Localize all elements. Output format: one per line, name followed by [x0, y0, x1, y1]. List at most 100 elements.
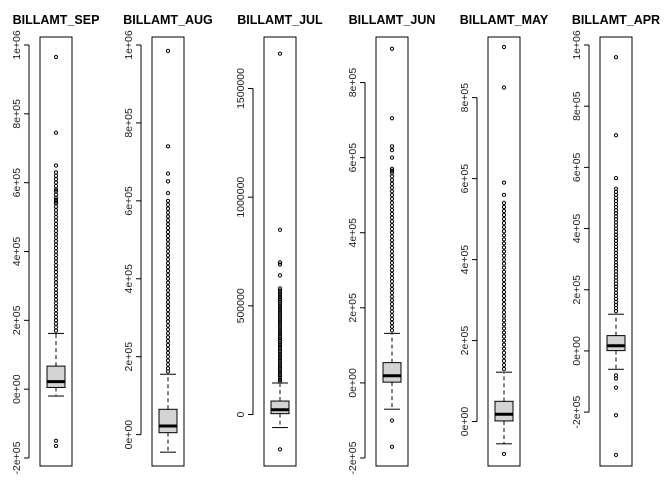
outlier-point — [501, 269, 507, 274]
outlier-point — [53, 249, 59, 254]
outlier-point — [165, 346, 171, 352]
outlier-point — [501, 366, 507, 372]
outlier-point — [389, 230, 395, 235]
outlier-point — [277, 364, 283, 369]
outlier-point — [165, 319, 171, 324]
plot-frame — [151, 36, 185, 467]
plot-frame — [375, 36, 409, 467]
y-tick-label: 2e+05 — [11, 305, 23, 335]
plot-frame — [487, 36, 521, 467]
outlier-point — [277, 299, 283, 304]
outlier-point — [53, 54, 59, 60]
outlier-point — [53, 187, 59, 192]
outlier-point — [53, 438, 59, 443]
outlier-point — [277, 447, 283, 452]
outlier-point — [277, 260, 283, 265]
outlier-point — [277, 303, 283, 308]
outlier-point — [277, 227, 283, 232]
outlier-point — [501, 180, 507, 185]
outlier-point — [389, 313, 395, 318]
y-tick-label: 2e+05 — [123, 342, 135, 372]
outlier-point — [389, 155, 395, 160]
outlier-point — [389, 275, 395, 280]
outlier-point — [277, 295, 283, 300]
y-tick-label: 0e+00 — [571, 336, 583, 366]
outlier-point — [165, 202, 171, 207]
outlier-point — [389, 328, 395, 333]
outlier-point — [53, 266, 59, 271]
outlier-point — [53, 294, 59, 299]
outlier-point — [389, 226, 395, 232]
outlier-point — [53, 263, 59, 268]
y-tick-label: 0e+00 — [123, 420, 135, 450]
outlier-point — [165, 350, 171, 355]
outlier-point — [501, 249, 507, 254]
outlier-point — [389, 418, 395, 423]
boxplot-panel: BILLAMT_MAY 0e+00 2e+05 4e+05 6e+05 8e+05 — [459, 13, 549, 467]
outlier-point — [53, 273, 59, 278]
y-tick-label: 4e+05 — [11, 237, 23, 267]
outlier-point — [53, 297, 59, 302]
outlier-point — [501, 318, 507, 323]
outlier-point — [53, 239, 59, 244]
outlier-point — [53, 177, 59, 182]
outlier-point — [53, 318, 59, 323]
y-tick-label: 500000 — [235, 288, 247, 323]
outlier-point — [165, 222, 171, 227]
boxplot-panel: BILLAMT_JUL 0 500000 1000000 1500000 — [235, 13, 323, 467]
y-tick-label: 8e+05 — [123, 108, 135, 138]
iqr-box — [46, 365, 66, 388]
outlier-point — [165, 335, 171, 340]
outlier-point — [501, 310, 507, 315]
outlier-point — [613, 385, 619, 390]
outlier-point — [165, 233, 171, 239]
outlier-point — [501, 192, 507, 197]
outlier-point — [165, 276, 171, 281]
outlier-point — [613, 55, 619, 60]
y-tick-label: 0e+00 — [347, 368, 359, 398]
y-tick-label: 1500000 — [235, 68, 247, 109]
outlier-point — [165, 300, 171, 305]
outlier-point — [165, 190, 171, 196]
y-tick-label: 0e+00 — [11, 374, 23, 404]
iqr-box — [382, 362, 402, 383]
outlier-point — [389, 268, 395, 273]
outlier-point — [165, 272, 171, 277]
outlier-point — [501, 273, 507, 278]
outlier-point — [389, 211, 395, 217]
outlier-point — [501, 253, 507, 258]
boxplot-panel: BILLAMT_AUG 0e+00 2e+05 4e+05 6e+05 8e+05 1e+0… — [123, 13, 213, 467]
outlier-point — [53, 280, 59, 285]
outlier-point — [165, 241, 171, 246]
outlier-point — [389, 178, 395, 183]
outlier-point — [165, 342, 171, 348]
outlier-point — [501, 354, 507, 359]
outlier-point — [53, 301, 59, 306]
outlier-point — [277, 338, 283, 343]
outlier-point — [53, 214, 59, 220]
outlier-point — [277, 336, 283, 341]
panel-title: BILLAMT_SEP — [13, 13, 100, 27]
outlier-point — [53, 242, 59, 247]
y-tick-label: 1000000 — [235, 177, 247, 218]
outlier-point — [165, 206, 171, 211]
outlier-point — [389, 279, 395, 284]
outlier-point — [165, 210, 171, 215]
outlier-point — [53, 163, 59, 168]
outlier-point — [277, 371, 283, 376]
outlier-point — [53, 170, 59, 175]
plot-frame — [39, 36, 73, 467]
outlier-point — [165, 257, 171, 262]
outlier-point — [501, 451, 507, 457]
outlier-point — [277, 316, 283, 321]
outlier-point — [53, 311, 59, 316]
outlier-point — [501, 229, 507, 234]
outlier-point — [501, 338, 507, 343]
y-tick-label: 4e+05 — [459, 245, 471, 275]
boxplot-panel: BILLAMT_JUN -2e+05 0e+00 2e+05 4e+05 6e+05 8e+… — [347, 13, 435, 475]
outlier-point — [501, 212, 507, 218]
outlier-point — [165, 303, 171, 309]
outlier-point — [277, 318, 283, 324]
outlier-point — [165, 144, 171, 149]
